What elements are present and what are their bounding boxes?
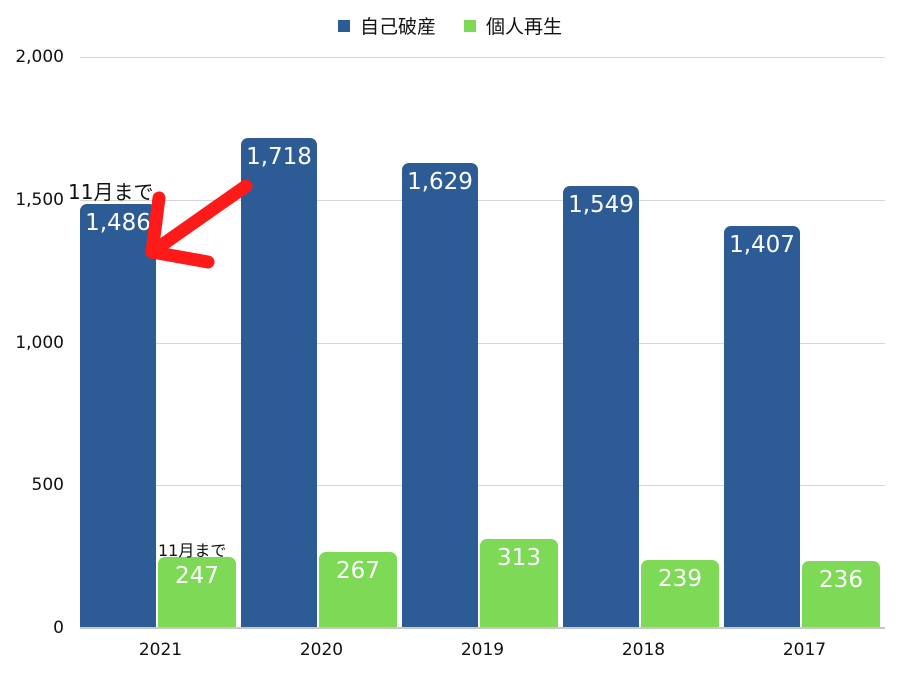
x-tick-label: 2018 <box>621 640 666 660</box>
bar-rehabilitation: 239 <box>641 559 719 628</box>
legend-swatch-blue <box>337 19 350 32</box>
gridline <box>80 343 885 344</box>
x-tick-label: 2019 <box>460 640 505 660</box>
bar-value-label: 267 <box>336 557 380 584</box>
legend-item-rehabilitation: 個人再生 <box>464 12 562 39</box>
gridline <box>80 200 885 201</box>
bar-value-label: 1,549 <box>568 191 634 218</box>
bar-value-label: 313 <box>497 544 541 571</box>
bar-value-label: 1,407 <box>729 232 795 259</box>
x-axis-line <box>80 627 885 629</box>
bar-value-label: 1,486 <box>85 209 151 236</box>
bar-bankruptcy: 1,407 <box>724 226 800 628</box>
bar-rehabilitation: 313 <box>480 538 558 628</box>
bar-rehabilitation: 247 <box>158 557 236 628</box>
y-tick-label: 1,000 <box>15 333 64 353</box>
bar-value-label: 1,629 <box>407 168 473 195</box>
legend-item-bankruptcy: 自己破産 <box>337 12 436 39</box>
bar-rehabilitation: 267 <box>319 551 397 628</box>
y-tick-label: 2,000 <box>15 47 64 67</box>
x-tick-label: 2017 <box>782 640 827 660</box>
y-tick-label: 500 <box>31 475 64 495</box>
y-tick-label: 1,500 <box>15 190 64 210</box>
legend-swatch-green <box>464 19 476 32</box>
x-tick-label: 2020 <box>299 640 344 660</box>
bar-value-label: 247 <box>175 563 219 590</box>
bar-bankruptcy: 1,549 <box>563 185 639 628</box>
bar-rehabilitation: 236 <box>802 560 880 628</box>
bar-value-label: 1,718 <box>246 143 312 170</box>
bar-bankruptcy: 1,486 <box>80 203 156 628</box>
legend-label-bankruptcy: 自己破産 <box>359 16 436 38</box>
gridline <box>80 485 885 486</box>
legend-label-rehabilitation: 個人再生 <box>486 16 563 38</box>
bar-bankruptcy: 1,629 <box>402 162 478 628</box>
annotation-until-november-rehabilitation: 11月まで <box>158 541 227 560</box>
bar-value-label: 239 <box>658 565 702 592</box>
annotation-until-november-bankruptcy: 11月まで <box>68 180 154 204</box>
bar-bankruptcy: 1,718 <box>241 137 317 628</box>
chart-legend: 自己破産 個人再生 <box>0 12 900 39</box>
y-tick-label: 0 <box>53 618 64 638</box>
bar-value-label: 236 <box>819 566 863 593</box>
x-tick-label: 2021 <box>138 640 183 660</box>
gridline <box>80 57 885 58</box>
